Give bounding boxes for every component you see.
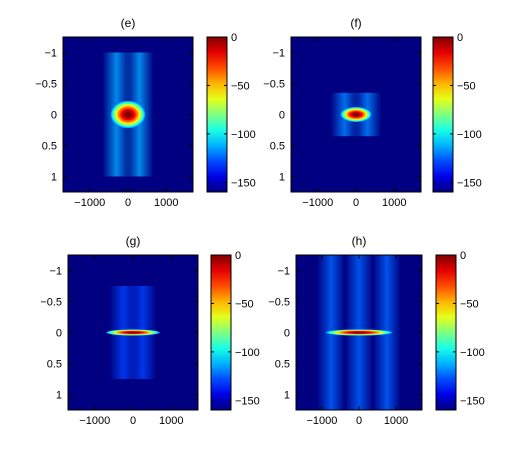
y-tick-label: 0 [279,110,285,122]
main-lobe-contour [352,331,366,334]
panel-title: (h) [352,234,367,248]
y-tick-label: 0.5 [47,359,62,371]
y-tick-label: 0.5 [270,141,285,153]
colorbar-tick-label: 0 [235,250,241,262]
x-tick-label: −1000 [79,415,110,427]
x-tick-label: 0 [356,415,362,427]
colorbar-tick-label: 0 [457,32,463,44]
colorbar-tick-label: −50 [457,80,476,92]
x-tick-label: 0 [125,197,131,209]
colorbar-tick-label: −150 [235,395,260,407]
y-tick-label: 1 [279,172,285,184]
colorbar-tick-label: −50 [231,80,250,92]
y-tick-label: −0.5 [35,79,57,91]
x-tick-label: 1000 [384,415,408,427]
y-tick-label: −1 [44,48,57,60]
colorbar-tick-label: −100 [235,347,260,359]
colorbar-tick-label: 0 [231,32,237,44]
x-tick-label: 0 [353,197,359,209]
y-tick-label: −0.5 [263,79,285,91]
colorbar-tick-label: −150 [460,395,485,407]
colorbar-tick-label: −50 [235,298,254,310]
panel-title: (f) [350,16,361,30]
colorbar [210,254,232,411]
colorbar-tick-label: −150 [231,177,256,189]
y-tick-label: −0.5 [40,297,62,309]
y-tick-label: −0.5 [268,297,290,309]
colorbar-tick-label: 0 [460,250,466,262]
colorbar [435,254,457,411]
x-tick-label: 1000 [382,197,406,209]
colorbar [432,36,454,193]
main-lobe-contour [127,331,139,334]
colorbar [206,36,228,193]
y-tick-label: −1 [277,266,290,278]
y-tick-label: 0.5 [42,141,57,153]
x-tick-label: −1000 [74,197,105,209]
colorbar-tick-label: −100 [231,129,256,141]
y-tick-label: 0 [56,328,62,340]
x-tick-label: −1000 [306,415,337,427]
panel-g: (g) −1000 0 1000 −1 −0.5 0 0.5 1 0 −50 −100 −150 [40,234,260,427]
panel-e: (e) −1000 0 1000 −1 −0.5 0 0.5 1 0 −50 −100 −150 [35,16,256,209]
heatmap [68,255,198,410]
y-tick-label: 0.5 [275,359,290,371]
main-lobe-contour [352,112,360,117]
y-tick-label: −1 [49,266,62,278]
y-tick-label: 1 [56,390,62,402]
panel-title: (e) [121,16,136,30]
colorbar-tick-label: −50 [460,298,479,310]
panel-h: (h) −1000 0 1000 −1 −0.5 0 0.5 1 0 −50 −100 −150 [268,234,485,427]
colorbar-tick-label: −100 [460,347,485,359]
heatmap [291,37,421,192]
x-tick-label: 1000 [159,415,183,427]
panels-group: (e)−1000 0 1000−1−0.500.510−50−100−150(f)−… [35,16,485,427]
colorbar-tick-label: −100 [457,129,482,141]
y-tick-label: 0 [284,328,290,340]
main-lobe-contour [124,111,132,118]
heatmap [63,37,193,192]
y-tick-label: 1 [284,390,290,402]
colorbar-tick-label: −150 [457,177,482,189]
y-tick-label: 1 [51,172,57,184]
panel-f: (f) −1000 0 1000 −1 −0.5 0 0.5 1 0 −50 −100 −150 [263,16,482,209]
y-tick-label: 0 [51,110,57,122]
x-tick-label: 0 [130,415,136,427]
panel-title: (g) [126,234,141,248]
x-tick-label: 1000 [154,197,178,209]
y-tick-label: −1 [272,48,285,60]
heatmap [296,255,422,410]
x-tick-label: −1000 [302,197,333,209]
